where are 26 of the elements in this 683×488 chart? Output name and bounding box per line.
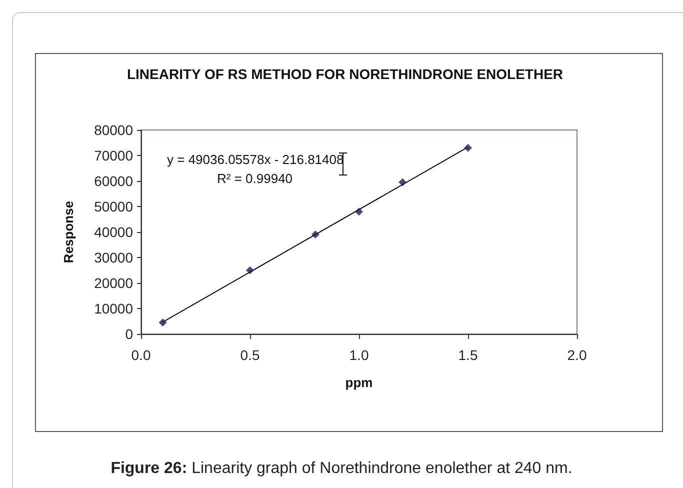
x-axis-title: ppm xyxy=(345,375,373,390)
x-tick-label: 0.5 xyxy=(240,347,260,363)
y-tick-label: 0 xyxy=(125,326,134,342)
chart-title: LINEARITY OF RS METHOD FOR NORETHINDRONE ENOLETHER xyxy=(126,66,564,82)
x-tick-label: 1.0 xyxy=(349,347,369,363)
y-tick-label: 70000 xyxy=(94,148,134,164)
annotation: y = 49036.05578x - 216.81408 xyxy=(167,152,344,167)
point xyxy=(464,144,472,152)
point xyxy=(158,318,167,327)
point xyxy=(398,178,407,186)
caption: Figure 26: Linearity graph of Norethindrone enolether at 240 nm. xyxy=(110,460,574,478)
y-tick-label: 80000 xyxy=(94,122,134,138)
x-tick-label: 1.5 xyxy=(458,347,478,363)
y-tick-label: 40000 xyxy=(94,224,134,240)
point xyxy=(246,266,254,274)
point xyxy=(355,208,363,216)
y-tick-label: 30000 xyxy=(94,250,134,266)
x-tick-label: 2.0 xyxy=(567,347,587,363)
x-tick-label: 0.0 xyxy=(131,347,151,363)
annotation: R² = 0.99940 xyxy=(217,171,293,186)
y-tick-label: 20000 xyxy=(94,275,134,291)
y-axis-title: Response xyxy=(61,200,76,264)
y-tick-label: 60000 xyxy=(94,173,134,189)
y-tick-label: 50000 xyxy=(94,198,134,214)
point xyxy=(311,230,320,239)
y-tick-label: 10000 xyxy=(94,300,134,316)
